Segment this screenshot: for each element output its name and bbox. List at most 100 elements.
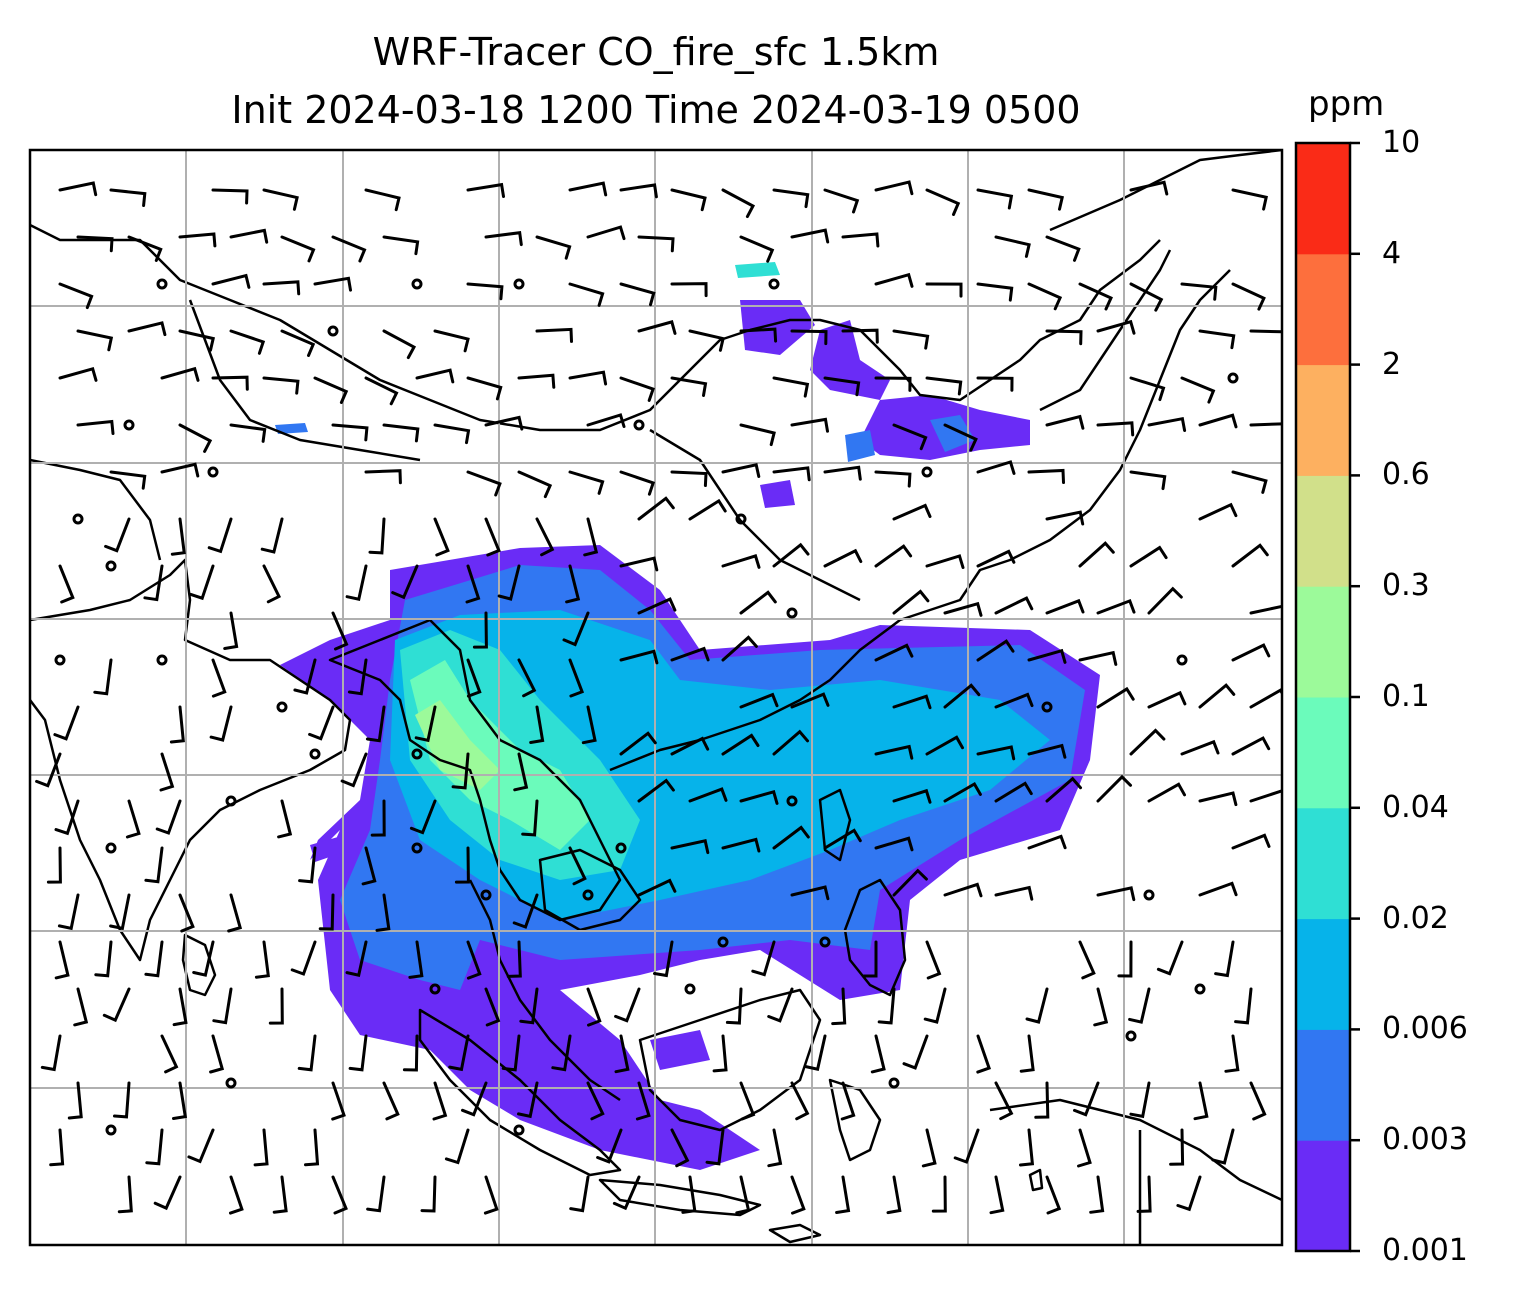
- plume-patch-north-8: [760, 480, 795, 508]
- coastline-java: [598, 1178, 762, 1217]
- wind-barb: [568, 470, 605, 495]
- wind-barb: [1136, 1175, 1152, 1213]
- wind-barb: [1025, 987, 1049, 1024]
- wind-barb: [670, 188, 707, 212]
- wind-barb: [568, 658, 585, 698]
- wind-barb: [229, 228, 269, 244]
- wind-barb: [159, 752, 175, 792]
- wind-barb: [433, 423, 471, 445]
- colorbar-swatch: [1296, 475, 1350, 587]
- calm-wind-marker: [309, 748, 321, 760]
- colorbar-swatch: [1296, 807, 1350, 920]
- calm-wind-marker: [276, 701, 288, 713]
- wind-barb: [790, 1081, 810, 1121]
- wind-barb: [1078, 282, 1113, 311]
- colorbar-tick-label: 0.3: [1382, 568, 1430, 604]
- wind-barb: [484, 987, 501, 1027]
- wind-barb: [614, 987, 641, 1023]
- wind-barb: [125, 799, 141, 839]
- wind-barb: [874, 643, 914, 662]
- wind-barb: [870, 1034, 886, 1074]
- wind-barb: [994, 692, 1034, 709]
- wind-barb: [1231, 543, 1269, 568]
- wind-barb: [670, 646, 710, 662]
- wind-barb: [725, 987, 743, 1025]
- calm-wind-marker: [156, 278, 168, 290]
- wind-barb: [454, 846, 470, 884]
- wind-barb: [653, 940, 674, 978]
- wind-barb: [892, 589, 930, 615]
- wind-barb: [619, 649, 659, 665]
- plume-patch-north-3: [930, 415, 975, 452]
- wind-barb: [223, 611, 239, 650]
- wind-barb: [308, 705, 335, 741]
- wind-barb: [207, 517, 233, 554]
- wind-barb: [739, 590, 777, 615]
- calm-wind-marker: [1194, 983, 1206, 995]
- wind-barb: [484, 231, 523, 247]
- wind-barb: [739, 692, 779, 709]
- wind-barb: [483, 1175, 499, 1215]
- wind-barb: [382, 329, 417, 360]
- wind-barb: [1019, 1128, 1035, 1167]
- colorbar-tick-label: 0.003: [1382, 1122, 1468, 1158]
- wind-barb: [229, 1175, 244, 1215]
- plume-patch-north-7: [735, 262, 780, 278]
- wind-barb: [772, 542, 810, 568]
- wind-barb: [976, 376, 1014, 392]
- colorbar-swatch: [1296, 697, 1350, 809]
- wind-barb: [943, 423, 978, 452]
- wind-barb: [260, 517, 284, 554]
- wind-barb: [1180, 739, 1220, 756]
- wind-barb: [1231, 643, 1271, 662]
- wind-barb: [1176, 1175, 1202, 1212]
- wind-barb: [1198, 502, 1238, 521]
- wind-barb: [1180, 376, 1216, 404]
- wind-barb: [211, 273, 251, 289]
- wind-barb: [76, 419, 115, 435]
- wind-barb: [1027, 468, 1065, 484]
- coastline-china-east: [609, 269, 1231, 772]
- wind-barb: [1045, 414, 1085, 430]
- wind-barb: [102, 987, 131, 1023]
- calm-wind-marker: [1125, 1030, 1137, 1042]
- wind-barb: [466, 940, 482, 980]
- wind-barb: [790, 417, 829, 433]
- wind-barb: [104, 517, 131, 553]
- coastline-srilanka: [181, 933, 217, 997]
- wind-barb: [1198, 881, 1238, 897]
- wind-barb: [1045, 510, 1085, 526]
- wind-barb: [535, 327, 573, 343]
- wind-barb: [345, 564, 368, 601]
- wind-barb: [721, 837, 761, 853]
- colorbar-tick-label: 0.001: [1382, 1233, 1468, 1268]
- coastline-northeast: [1049, 150, 1282, 232]
- wind-barb: [1249, 422, 1282, 427]
- wind-barb: [262, 564, 282, 604]
- wind-barb: [113, 1081, 131, 1119]
- wind-barb: [414, 705, 437, 743]
- wind-barb: [670, 282, 708, 298]
- wind-barb: [160, 462, 200, 478]
- coastline-smallisland-2: [768, 1223, 822, 1244]
- wind-barb: [670, 1128, 690, 1168]
- wind-barb: [619, 282, 656, 307]
- wind-barb: [67, 1081, 83, 1120]
- calm-wind-marker: [615, 842, 627, 854]
- calm-wind-marker: [735, 513, 747, 525]
- wind-barb: [519, 987, 539, 1025]
- wind-barb: [178, 893, 195, 933]
- wind-barb: [1214, 940, 1235, 978]
- calm-wind-marker: [123, 419, 135, 431]
- wind-barb: [637, 320, 677, 335]
- plume-patch-south-2: [310, 835, 350, 862]
- wind-barb: [874, 470, 912, 488]
- wind-barb: [513, 752, 529, 792]
- colorbar-swatch: [1296, 143, 1350, 255]
- wind-barb: [49, 1128, 65, 1167]
- wind-barb: [925, 735, 964, 756]
- wind-barb: [172, 987, 188, 1027]
- coastline-malay: [468, 879, 621, 1102]
- wind-barb: [277, 799, 293, 839]
- calm-wind-marker: [684, 983, 696, 995]
